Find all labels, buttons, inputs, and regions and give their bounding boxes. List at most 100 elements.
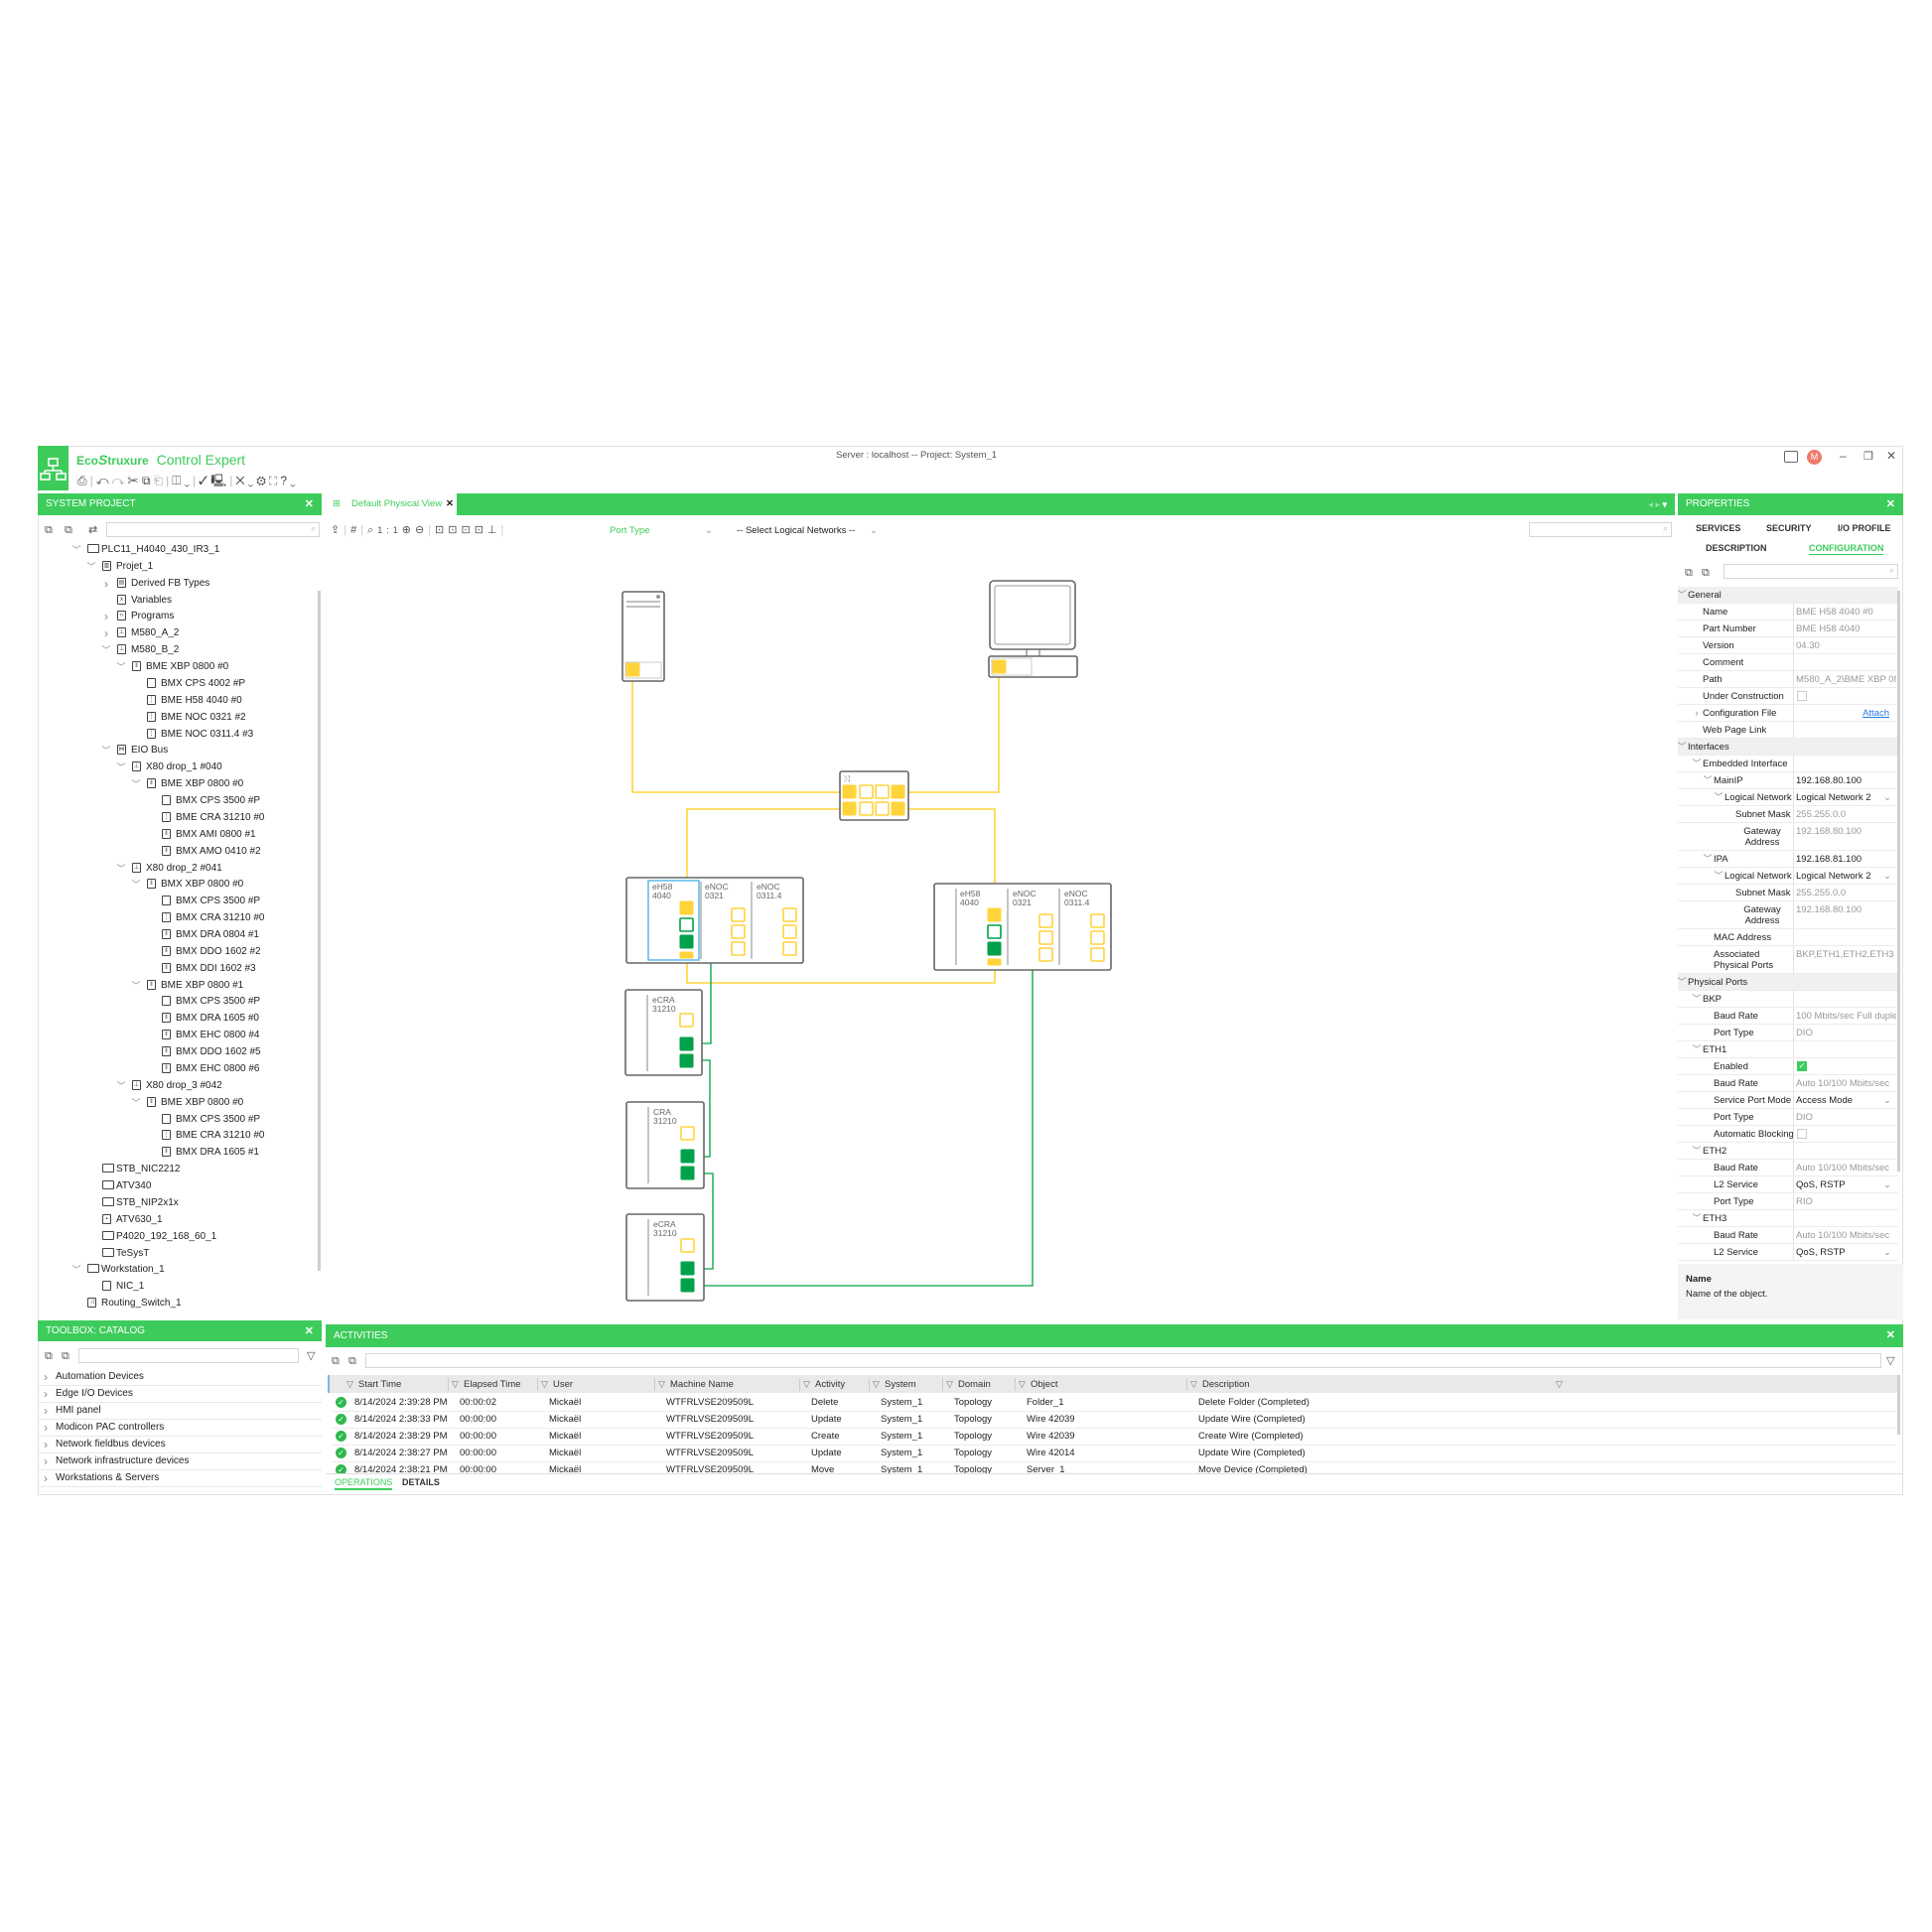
tree-item[interactable]: NIC_1 — [38, 1279, 318, 1295]
attach-link[interactable]: Attach — [1863, 708, 1889, 719]
tree-item[interactable]: STB_NIC2212 — [38, 1162, 318, 1177]
chevron-down-icon[interactable]: ⌄ — [1883, 1247, 1891, 1257]
chevron-down-icon[interactable]: ﹀ — [1703, 775, 1713, 785]
tools-icon[interactable]: ✕⌄ — [235, 474, 257, 487]
column-filter-icon[interactable]: ▽ — [1556, 1379, 1563, 1389]
zoom-in-icon[interactable]: ⊕ — [401, 524, 415, 536]
column-filter-icon[interactable]: ▽ — [873, 1379, 880, 1389]
tree-item[interactable]: ⋮ BME NOC 0311.4 #3 — [38, 727, 318, 743]
show-ln-icon[interactable]: ⊡ — [474, 524, 487, 536]
tree-item[interactable]: ‖ BMX DDO 1602 #5 — [38, 1044, 318, 1060]
chevron-down-icon[interactable]: ﹀ — [1714, 792, 1724, 802]
paste-icon[interactable]: ⎗ — [153, 474, 167, 487]
table-row[interactable]: ✓ 8/14/2024 2:38:29 PM 00:00:00 Mickaël WTFR… — [332, 1428, 1896, 1446]
chevron-right-icon[interactable]: › — [44, 1421, 48, 1435]
property-section[interactable]: ﹀ Interfaces — [1678, 739, 1898, 756]
tree-item[interactable]: ﹀ ⊥ M580_B_2 — [38, 642, 318, 658]
show-pn-icon[interactable]: ⊡ — [435, 524, 449, 536]
chevron-right-icon[interactable]: › — [44, 1471, 48, 1485]
table-row[interactable]: ✓ 8/14/2024 2:39:28 PM 00:00:02 Mickaël WTFR… — [332, 1394, 1896, 1412]
chevron-down-icon[interactable]: ⌄ — [1883, 792, 1891, 802]
chevron-down-icon[interactable]: ﹀ — [1692, 759, 1702, 768]
tree-item[interactable]: ▪ ATV630_1 — [38, 1212, 318, 1228]
show-ip-icon[interactable]: ⊡ — [461, 524, 475, 536]
tree-item[interactable]: ﹀ ‖ BME XBP 0800 #0 — [38, 776, 318, 792]
scroll-tabs-icons[interactable]: ◂ ▸ ▾ — [1648, 499, 1667, 509]
close-panel-button[interactable]: ✕ — [304, 498, 314, 510]
physical-view-canvas[interactable] — [326, 543, 1675, 1319]
tree-item[interactable]: › ⊥ M580_A_2 — [38, 625, 318, 641]
tree-item[interactable]: P4020_192_168_60_1 — [38, 1229, 318, 1245]
project-search-input[interactable]: ⌕ — [106, 522, 320, 537]
tree-item[interactable]: STB_NIP2x1x — [38, 1195, 318, 1211]
chevron-down-icon[interactable]: ﹀ — [1678, 742, 1687, 752]
tree-item[interactable]: ‖ BMX AMO 0410 #2 — [38, 844, 318, 860]
zoom-fit-icon[interactable]: ⌕ — [367, 524, 378, 536]
restore-button[interactable]: ❐ — [1863, 451, 1873, 463]
column-filter-icon[interactable]: ▽ — [658, 1379, 665, 1389]
chevron-down-icon[interactable]: ﹀ — [131, 980, 141, 991]
tree-item[interactable]: ﹀ ⊥ X80 drop_2 #041 — [38, 861, 318, 877]
canvas-search-input[interactable]: ⌕ — [1529, 522, 1672, 537]
tree-item[interactable]: ‖ BMX DRA 1605 #1 — [38, 1145, 318, 1161]
catalog-item[interactable]: › Workstations & Servers — [38, 1470, 322, 1487]
chevron-down-icon[interactable]: ﹀ — [1678, 977, 1687, 987]
filter-icon[interactable]: ▽ — [307, 1350, 316, 1362]
properties-tab[interactable]: DESCRIPTION — [1706, 543, 1767, 553]
chevron-right-icon[interactable]: › — [1695, 708, 1699, 718]
property-dropdown[interactable]: QoS, RSTP — [1796, 1179, 1846, 1190]
tree-item[interactable]: ﹀ Workstation_1 — [38, 1262, 318, 1278]
column-filter-icon[interactable]: ▽ — [1190, 1379, 1197, 1389]
tree-item[interactable]: ﹀ ‖ BME XBP 0800 #0 — [38, 1095, 318, 1111]
port-type-dropdown[interactable]: Port Type ⌄ — [610, 525, 714, 536]
tree-item[interactable]: ‖ BMX DRA 1605 #0 — [38, 1011, 318, 1027]
properties-tab[interactable]: SERVICES — [1696, 523, 1741, 533]
tree-item[interactable]: ⤨ Routing_Switch_1 — [38, 1296, 318, 1311]
tree-item[interactable]: ‖ BMX DDO 1602 #2 — [38, 944, 318, 960]
properties-search-input[interactable]: ⌕ — [1724, 564, 1898, 579]
chevron-right-icon[interactable]: › — [44, 1370, 48, 1384]
property-checkbox[interactable]: ✓ — [1797, 1061, 1807, 1071]
collapse-all-icon[interactable]: ⧉ — [65, 524, 72, 536]
filter-icon[interactable]: ▽ — [1886, 1355, 1895, 1367]
tree-item[interactable]: ⋮ BMX CRA 31210 #0 — [38, 910, 318, 926]
column-filter-icon[interactable]: ▽ — [452, 1379, 459, 1389]
tree-item[interactable]: ﹀ ⊥ X80 drop_3 #042 — [38, 1078, 318, 1094]
chevron-down-icon[interactable]: ﹀ — [1692, 1044, 1702, 1054]
chat-icon[interactable] — [1784, 451, 1798, 463]
chevron-down-icon[interactable]: ﹀ — [131, 880, 141, 891]
close-panel-button[interactable]: ✕ — [1885, 498, 1895, 510]
settings-icon[interactable]: ⚙ — [256, 474, 269, 487]
expand-all-icon[interactable]: ⧉ — [45, 524, 53, 536]
collapse-all-icon[interactable]: ⧉ — [62, 1350, 69, 1362]
expand-all-icon[interactable]: ⧉ — [332, 1355, 340, 1367]
expand-all-icon[interactable]: ⧉ — [1685, 567, 1693, 579]
tree-item[interactable]: BMX CPS 3500 #P — [38, 894, 318, 909]
table-scrollbar[interactable] — [1897, 1375, 1900, 1435]
cut-icon[interactable]: ✂ — [127, 474, 142, 487]
close-window-button[interactable]: ✕ — [1886, 449, 1897, 463]
minimize-button[interactable]: – — [1840, 449, 1847, 463]
chevron-down-icon[interactable]: ⌄ — [1883, 871, 1891, 881]
chevron-right-icon[interactable]: › — [104, 626, 108, 641]
chevron-down-icon[interactable]: ﹀ — [1714, 871, 1724, 881]
tree-item[interactable]: ﹀ ‖ BMX XBP 0800 #0 — [38, 877, 318, 893]
close-panel-button[interactable]: ✕ — [304, 1325, 314, 1337]
expand-all-icon[interactable]: ⧉ — [45, 1350, 53, 1362]
tree-item[interactable]: ⋮ BME CRA 31210 #0 — [38, 810, 318, 826]
chevron-down-icon[interactable]: ﹀ — [101, 746, 111, 757]
chevron-right-icon[interactable]: › — [44, 1387, 48, 1401]
tree-item[interactable]: ‖ BMX AMI 0800 #1 — [38, 827, 318, 843]
catalog-search-input[interactable] — [78, 1348, 299, 1363]
property-section[interactable]: ﹀ Physical Ports — [1678, 974, 1898, 991]
property-dropdown[interactable]: Logical Network 2 — [1796, 792, 1871, 803]
property-dropdown[interactable]: QoS, RSTP — [1796, 1247, 1846, 1258]
tree-item[interactable]: ‖ BMX DDI 1602 #3 — [38, 961, 318, 977]
column-header-object[interactable]: Object — [1031, 1379, 1058, 1390]
chevron-down-icon[interactable]: ﹀ — [116, 662, 126, 673]
property-dropdown[interactable]: Access Mode — [1796, 1095, 1854, 1106]
tree-item[interactable]: › ▤ Derived FB Types — [38, 576, 318, 592]
grid-icon[interactable]: # — [350, 524, 361, 536]
column-filter-icon[interactable]: ▽ — [946, 1379, 953, 1389]
fullscreen-icon[interactable]: ⛶ — [268, 474, 281, 487]
